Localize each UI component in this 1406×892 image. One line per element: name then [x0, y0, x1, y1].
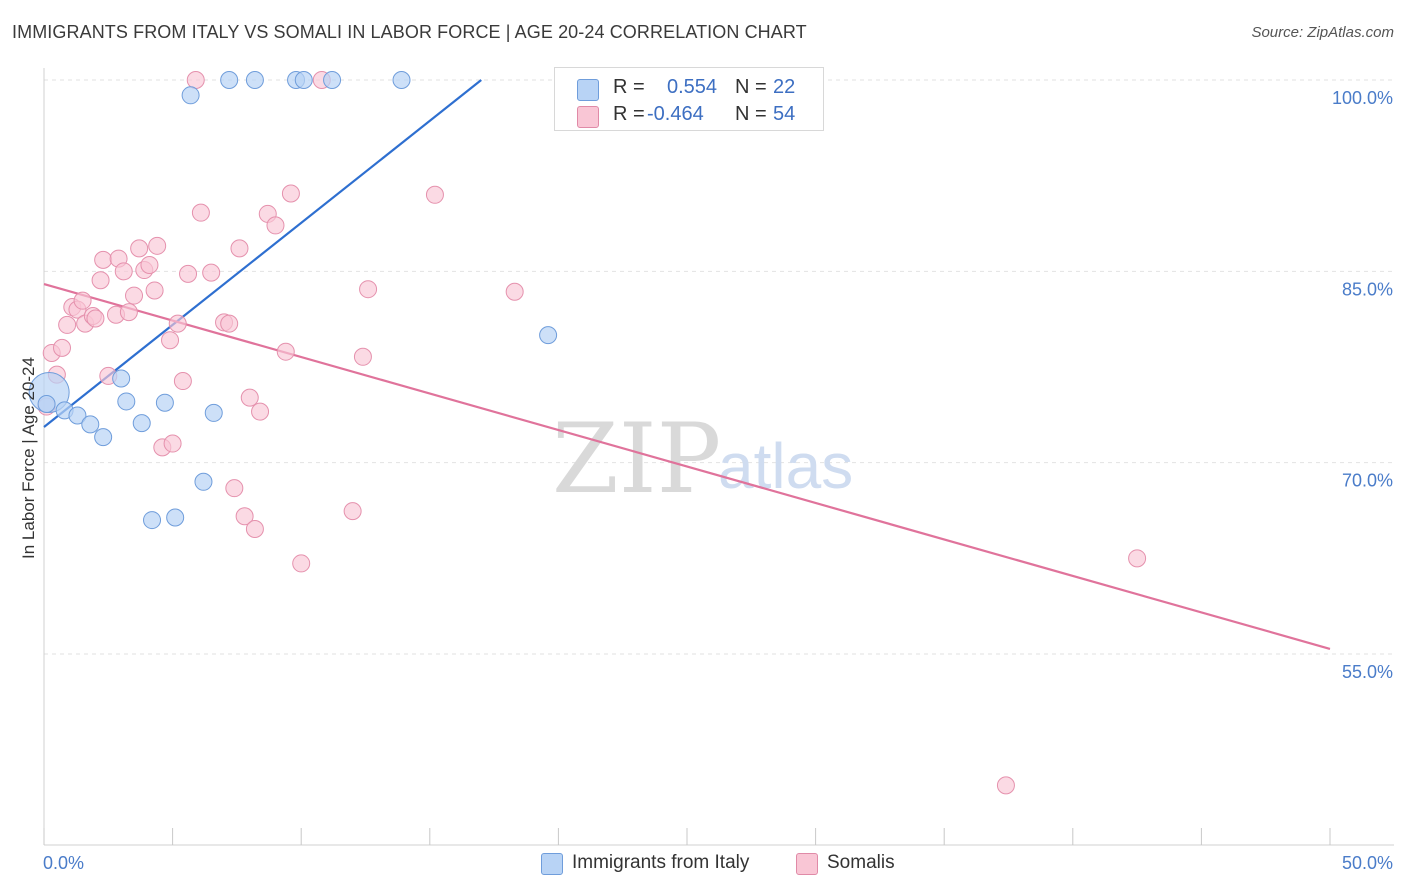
point-somalis	[276, 342, 295, 361]
point-italy	[117, 392, 136, 411]
grid-lines	[44, 79, 1394, 655]
legend-label-italy: Immigrants from Italy	[572, 852, 750, 873]
r-label: R =	[613, 76, 645, 98]
point-italy	[94, 428, 113, 447]
point-somalis	[220, 314, 239, 333]
point-somalis	[173, 372, 192, 391]
point-italy	[539, 326, 558, 345]
y-tick-label: 100.0%	[1332, 88, 1393, 108]
point-somalis	[240, 388, 259, 407]
legend-swatch-italy	[541, 853, 563, 875]
point-somalis	[359, 280, 378, 299]
y-tick-label: 55.0%	[1342, 662, 1393, 682]
point-italy	[68, 406, 87, 425]
point-somalis	[191, 203, 210, 222]
point-somalis	[119, 303, 138, 322]
point-somalis	[996, 776, 1015, 795]
point-somalis	[91, 271, 110, 290]
point-somalis	[148, 236, 167, 255]
legend-swatch-somalis	[796, 853, 818, 875]
point-somalis	[202, 263, 221, 282]
trend-line-somalis	[43, 283, 1331, 650]
point-somalis	[281, 184, 300, 203]
point-somalis	[266, 216, 285, 235]
point-somalis	[114, 262, 133, 281]
trend-line-italy	[43, 79, 482, 428]
point-italy	[194, 472, 213, 491]
point-italy	[143, 511, 162, 530]
n-value: 22	[773, 76, 796, 98]
watermark-zip: ZIP	[552, 403, 721, 515]
point-italy	[37, 394, 56, 413]
point-somalis	[251, 402, 270, 421]
axes	[43, 68, 1394, 846]
point-italy	[204, 403, 223, 422]
data-points	[28, 71, 1147, 795]
point-somalis	[225, 479, 244, 498]
point-italy	[294, 71, 313, 89]
source-label: Source: ZipAtlas.com	[1251, 24, 1394, 41]
point-italy	[155, 393, 174, 412]
y-axis-label: In Labor Force | Age 20-24	[19, 357, 38, 559]
y-tick-labels: 100.0% 85.0% 70.0% 55.0%	[1332, 88, 1393, 682]
point-italy	[220, 71, 239, 89]
point-italy	[132, 414, 151, 433]
point-somalis	[94, 250, 113, 269]
point-somalis	[230, 239, 249, 258]
point-somalis	[235, 507, 254, 526]
point-somalis	[505, 282, 524, 301]
n-label: N =	[735, 76, 767, 98]
y-tick-label: 85.0%	[1342, 279, 1393, 299]
n-label: N =	[735, 103, 767, 125]
x-tick-labels: 0.0% 50.0%	[43, 853, 1393, 873]
point-somalis	[58, 315, 77, 334]
point-italy	[323, 71, 342, 89]
stats-legend: R = 0.554 N = 22 R = -0.464 N = 54	[554, 67, 824, 131]
point-somalis	[145, 281, 164, 300]
point-somalis	[353, 347, 372, 366]
n-value: 54	[773, 103, 796, 125]
x-tick-label: 0.0%	[43, 853, 84, 873]
point-somalis	[425, 185, 444, 204]
r-value: 0.554	[667, 76, 718, 98]
point-somalis	[140, 255, 159, 274]
point-italy	[392, 71, 411, 89]
trend-lines	[43, 79, 1331, 650]
point-somalis	[86, 309, 105, 328]
point-somalis	[53, 338, 72, 357]
legend-swatch-italy	[577, 79, 599, 101]
point-somalis	[125, 286, 144, 305]
point-italy	[112, 369, 131, 388]
point-italy	[166, 508, 185, 527]
point-somalis	[163, 434, 182, 453]
chart-title: IMMIGRANTS FROM ITALY VS SOMALI IN LABOR…	[12, 22, 807, 42]
point-somalis	[292, 554, 311, 573]
r-value: -0.464	[647, 103, 704, 125]
point-somalis	[186, 71, 205, 89]
watermark-atlas: atlas	[718, 430, 853, 502]
point-somalis	[245, 519, 264, 538]
point-italy	[81, 415, 100, 434]
x-tick-label: 50.0%	[1342, 853, 1393, 873]
point-somalis	[179, 264, 198, 283]
y-tick-label: 70.0%	[1342, 471, 1393, 491]
legend-label-somalis: Somalis	[827, 852, 895, 873]
point-somalis	[73, 291, 92, 310]
point-somalis	[1128, 549, 1147, 568]
point-somalis	[130, 239, 149, 258]
r-label: R =	[613, 103, 645, 125]
point-somalis	[168, 314, 187, 333]
point-italy	[245, 71, 264, 89]
point-somalis	[161, 331, 180, 350]
legend-swatch-somalis	[577, 106, 599, 128]
point-italy	[181, 86, 200, 105]
point-somalis	[343, 502, 362, 521]
